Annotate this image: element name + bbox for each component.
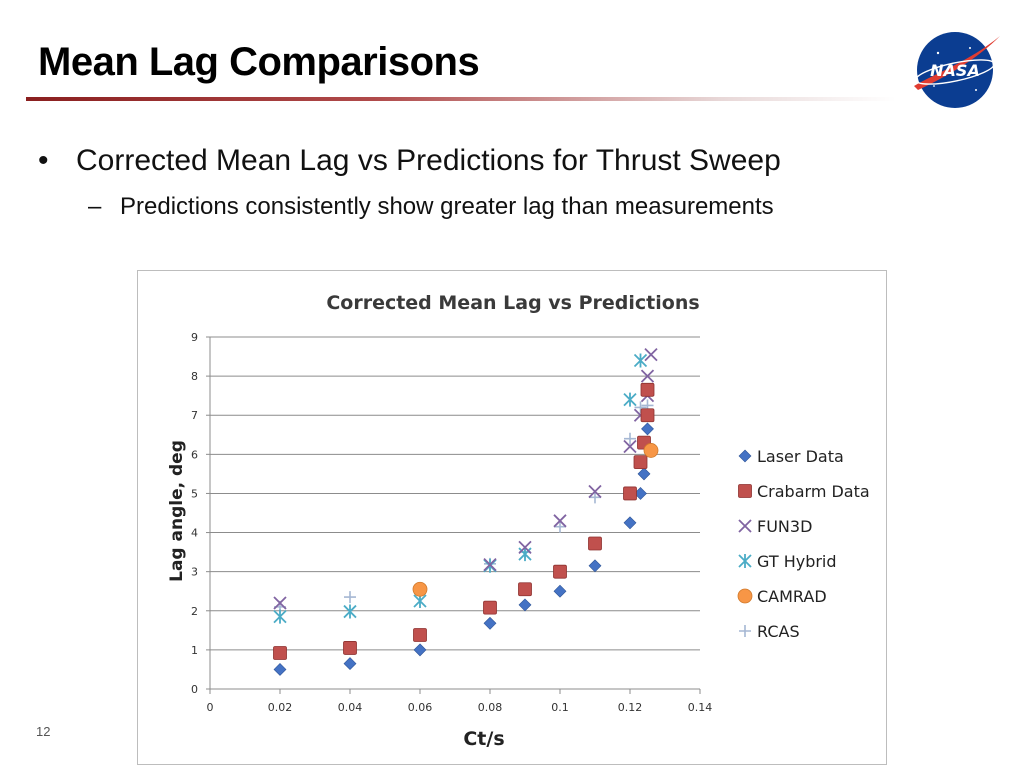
data-point: [553, 564, 567, 579]
data-point: [633, 455, 648, 470]
legend-marker: [739, 625, 751, 637]
x-tick-label: 0.14: [688, 701, 713, 714]
chart-container: Corrected Mean Lag vs Predictions 0 1 2 3 4 5…: [137, 270, 887, 765]
data-point: [637, 467, 651, 481]
y-tick-labels: 0 1 2 3 4 5 6 7 8 9: [191, 331, 198, 696]
legend-marker: [738, 519, 752, 533]
data-point: [554, 520, 566, 533]
series-rcas: [274, 399, 654, 613]
data-point: [633, 353, 648, 368]
legend-marker: [738, 449, 752, 463]
data-point: [344, 591, 356, 604]
data-point: [412, 581, 428, 597]
data-point: [623, 392, 637, 407]
data-point: [518, 598, 532, 612]
data-point: [588, 536, 602, 551]
scatter-chart: Corrected Mean Lag vs Predictions 0 1 2 3 4 5…: [167, 292, 870, 750]
y-tick-label: 7: [191, 409, 198, 422]
y-tick-label: 8: [191, 370, 198, 383]
nasa-logo: NASA: [914, 32, 1000, 108]
y-tick-label: 2: [191, 605, 198, 618]
series-laser-data: [273, 422, 654, 676]
y-axis-label: Lag angle, deg: [167, 440, 187, 582]
legend: Laser Data Crabarm Data FUN3D GT Hybrid CAMR…: [737, 447, 870, 641]
data-point: [343, 641, 357, 655]
data-point: [273, 646, 287, 660]
data-point: [343, 657, 357, 671]
x-tick-label: 0.04: [338, 701, 363, 714]
legend-marker: [737, 588, 753, 604]
x-tick-labels: 0 0.02 0.04 0.06 0.08 0.1 0.12 0.14: [207, 701, 713, 714]
gridlines: [210, 336, 700, 651]
title-underline: [26, 97, 896, 101]
bullet-item: • Corrected Mean Lag vs Predictions for T…: [38, 144, 781, 178]
data-point: [553, 584, 567, 598]
y-tick-label: 0: [191, 683, 198, 696]
data-point: [641, 422, 654, 436]
data-point: [273, 663, 287, 676]
data-point: [640, 369, 655, 383]
data-point: [553, 514, 567, 528]
data-points: [273, 347, 659, 676]
series-crabarm-data: [273, 382, 655, 660]
data-point: [273, 596, 287, 610]
x-axis-label: Ct/s: [463, 728, 504, 750]
data-point: [518, 582, 532, 597]
data-point: [588, 484, 602, 499]
data-point: [623, 486, 637, 501]
sub-bullet-mark: –: [88, 193, 102, 220]
sub-bullet-item: – Predictions consistently show greater l…: [88, 193, 774, 221]
legend-label: Crabarm Data: [757, 482, 870, 501]
y-tick-label: 4: [191, 527, 198, 540]
data-point: [624, 432, 636, 445]
series-camrad: [412, 443, 659, 597]
legend-label: FUN3D: [757, 517, 812, 536]
x-tick-label: 0.06: [408, 701, 433, 714]
page-number: 12: [36, 724, 51, 739]
slide-title: Mean Lag Comparisons: [38, 40, 480, 84]
y-tick-label: 5: [191, 487, 198, 500]
x-tick-label: 0: [207, 701, 214, 714]
data-point: [273, 609, 287, 624]
legend-marker: [738, 484, 752, 498]
data-point: [640, 408, 655, 423]
data-point: [518, 540, 532, 555]
legend-marker: [738, 554, 752, 568]
data-point: [589, 491, 601, 504]
data-point: [643, 443, 659, 458]
axes: [206, 336, 701, 694]
series-fun3d: [273, 347, 658, 610]
x-tick-label: 0.08: [478, 701, 503, 714]
y-tick-label: 6: [191, 448, 198, 461]
y-tick-label: 1: [191, 644, 198, 657]
legend-label: CAMRAD: [757, 587, 827, 606]
x-tick-label: 0.1: [551, 701, 569, 714]
data-point: [634, 401, 647, 414]
data-point: [588, 559, 602, 573]
bullet-mark: •: [38, 144, 49, 177]
x-tick-label: 0.12: [618, 701, 643, 714]
data-point: [623, 516, 637, 530]
chart-title: Corrected Mean Lag vs Predictions: [326, 292, 699, 314]
data-point: [518, 547, 532, 562]
logo-text: NASA: [930, 61, 980, 80]
data-point: [343, 604, 357, 619]
data-point: [644, 347, 658, 362]
y-tick-label: 3: [191, 566, 198, 579]
data-point: [483, 557, 497, 572]
series-gt-hybrid: [273, 353, 648, 624]
sub-bullet-text: Predictions consistently show greater la…: [120, 193, 774, 220]
bullet-text: Corrected Mean Lag vs Predictions for Th…: [76, 144, 781, 177]
data-point: [623, 439, 637, 454]
x-tick-label: 0.02: [268, 701, 293, 714]
data-point: [483, 600, 497, 615]
data-point: [413, 628, 427, 642]
y-tick-label: 9: [191, 331, 198, 344]
data-point: [640, 382, 655, 397]
legend-label: RCAS: [757, 622, 800, 641]
legend-label: Laser Data: [757, 447, 844, 466]
data-point: [413, 643, 427, 657]
legend-label: GT Hybrid: [757, 552, 837, 571]
data-point: [483, 616, 497, 630]
